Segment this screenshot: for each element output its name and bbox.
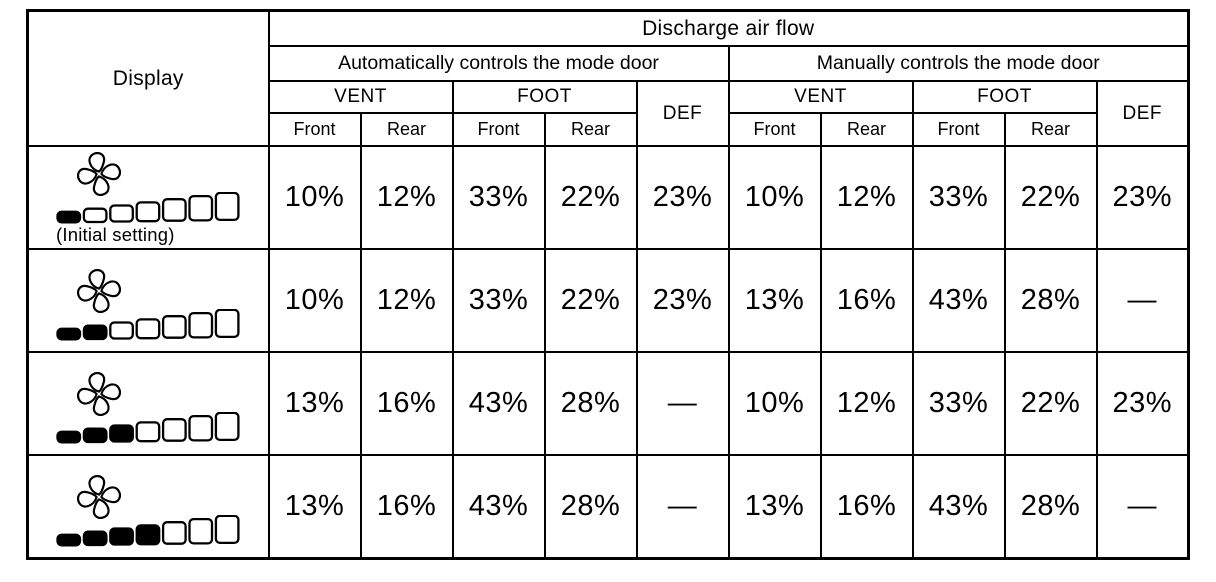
value-manual-vent-front: 10% [727,145,822,250]
value-auto-foot-front: 43% [451,454,546,560]
value-auto-foot-front: 43% [451,351,546,456]
display-cell: (Initial setting) [26,145,270,250]
value-auto-foot-front: 33% [451,145,546,250]
manual-def-header: DEF [1095,80,1190,147]
fan-speed-bars [56,514,264,547]
initial-setting-label: (Initial setting) [56,224,175,245]
value-manual-foot-front: 43% [911,454,1006,560]
auto-def-header: DEF [635,80,730,147]
auto-vent-rear-header: Rear [359,112,454,147]
value-auto-foot-rear: 22% [543,248,638,353]
manual-mode-group-header: Manually controls the mode door [727,45,1190,82]
value-manual-foot-rear: 22% [1003,351,1098,456]
auto-foot-rear-header: Rear [543,112,638,147]
airflow-table: Display Discharge air flow Automatically… [26,9,1190,560]
value-manual-vent-front: 13% [727,248,822,353]
value-auto-vent-rear: 16% [359,351,454,456]
display-cell [26,351,270,456]
value-manual-def: — [1095,248,1190,353]
manual-vent-rear-header: Rear [819,112,914,147]
table-row: 13% 16% 43% 28% — 10% 12% 33% 22% 23% [26,351,1190,456]
value-manual-foot-rear: 28% [1003,454,1098,560]
auto-mode-group-header: Automatically controls the mode door [267,45,730,82]
fan-icon [77,269,121,313]
value-auto-vent-front: 13% [267,351,362,456]
fan-speed-bars [56,308,264,341]
value-auto-foot-front: 33% [451,248,546,353]
auto-vent-header: VENT [267,80,454,114]
display-cell [26,248,270,353]
value-manual-foot-rear: 22% [1003,145,1098,250]
value-manual-vent-rear: 16% [819,454,914,560]
manual-foot-rear-header: Rear [1003,112,1098,147]
value-manual-def: 23% [1095,145,1190,250]
value-manual-vent-rear: 16% [819,248,914,353]
fan-speed-bars [56,191,264,224]
fan-icon [77,152,121,196]
value-manual-vent-front: 13% [727,454,822,560]
value-manual-vent-rear: 12% [819,145,914,250]
manual-vent-front-header: Front [727,112,822,147]
manual-foot-front-header: Front [911,112,1006,147]
display-column-header: Display [26,9,270,147]
value-auto-def: 23% [635,248,730,353]
discharge-air-flow-header: Discharge air flow [267,9,1190,47]
value-auto-foot-rear: 22% [543,145,638,250]
fan-icon [77,372,121,416]
value-manual-vent-rear: 12% [819,351,914,456]
value-manual-foot-front: 33% [911,351,1006,456]
value-auto-foot-rear: 28% [543,454,638,560]
value-auto-vent-rear: 12% [359,145,454,250]
value-auto-vent-front: 10% [267,145,362,250]
display-cell [26,454,270,560]
value-auto-vent-front: 13% [267,454,362,560]
value-manual-foot-rear: 28% [1003,248,1098,353]
value-manual-foot-front: 33% [911,145,1006,250]
value-auto-def: — [635,351,730,456]
discharge-airflow-table: Display Discharge air flow Automatically… [26,9,1190,560]
manual-foot-header: FOOT [911,80,1098,114]
auto-foot-header: FOOT [451,80,638,114]
value-auto-vent-rear: 12% [359,248,454,353]
value-manual-def: 23% [1095,351,1190,456]
fan-icon [77,475,121,519]
value-manual-foot-front: 43% [911,248,1006,353]
value-auto-vent-front: 10% [267,248,362,353]
value-manual-vent-front: 10% [727,351,822,456]
table-row: 10% 12% 33% 22% 23% 13% 16% 43% 28% — [26,248,1190,353]
manual-vent-header: VENT [727,80,914,114]
fan-speed-bars [56,411,264,444]
table-row: (Initial setting) 10% 12% 33% 22% 23% 10… [26,145,1190,250]
value-manual-def: — [1095,454,1190,560]
auto-vent-front-header: Front [267,112,362,147]
value-auto-def: 23% [635,145,730,250]
auto-foot-front-header: Front [451,112,546,147]
table-row: 13% 16% 43% 28% — 13% 16% 43% 28% — [26,454,1190,560]
value-auto-vent-rear: 16% [359,454,454,560]
value-auto-def: — [635,454,730,560]
value-auto-foot-rear: 28% [543,351,638,456]
